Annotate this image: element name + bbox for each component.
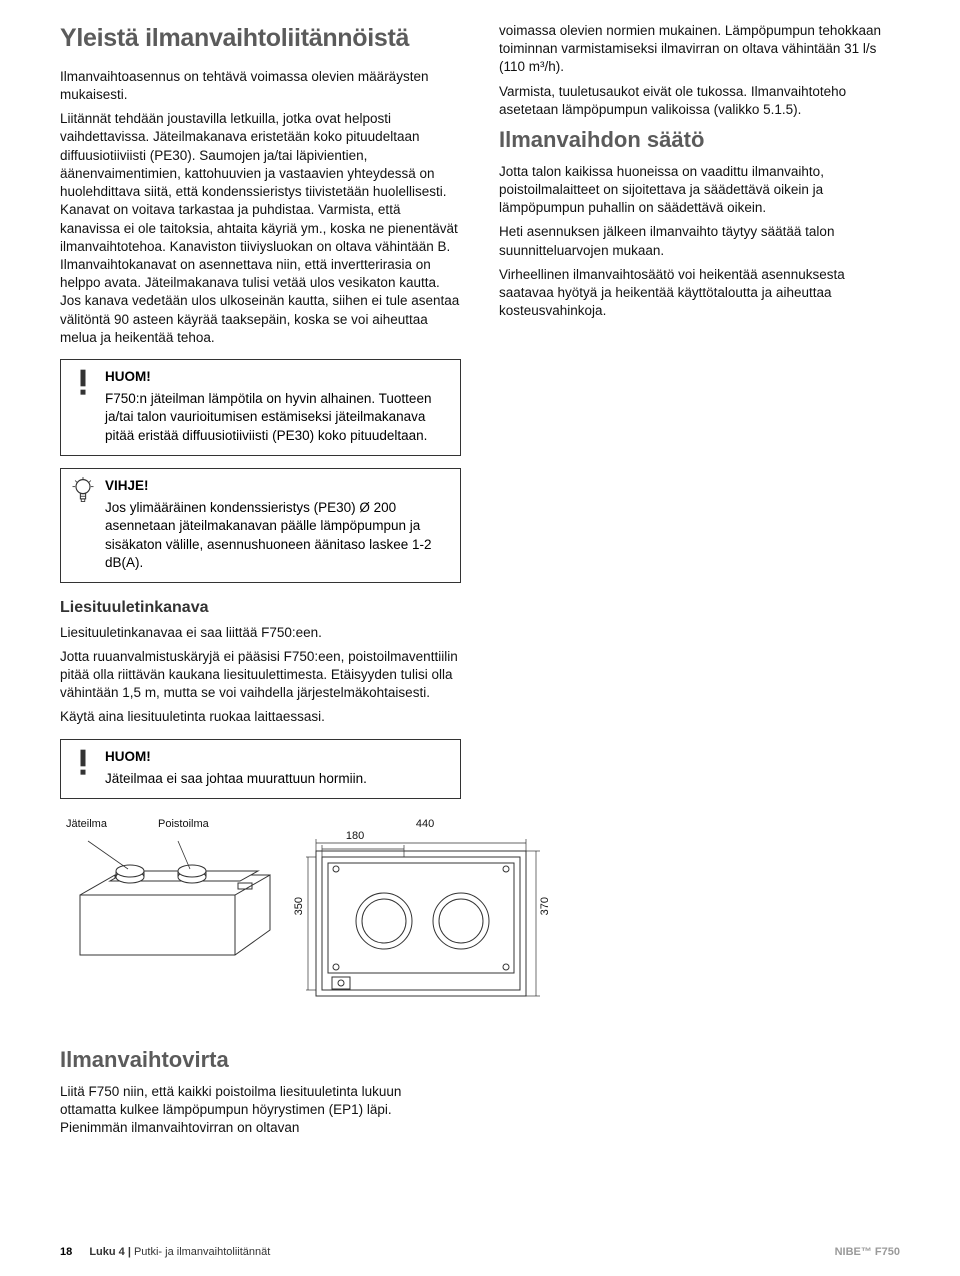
exclamation-icon [61,360,105,455]
right-paragraph-1: voimassa olevien normien mukainen. Lämpö… [499,22,900,77]
liesi-paragraph-2: Jotta ruuanvalmistuskäryjä ei pääsisi F7… [60,648,461,703]
right-paragraph-3: Jotta talon kaikissa huoneissa on vaadit… [499,163,900,218]
flow-paragraph: Liitä F750 niin, että kaikki poistoilma … [60,1083,461,1138]
right-paragraph-2: Varmista, tuuletusaukot eivät ole tukoss… [499,83,900,119]
chapter-prefix: Luku 4 | [89,1246,131,1258]
label-poistoilma: Poistoilma [158,817,209,832]
dim-440: 440 [416,817,434,832]
liesi-paragraph-3: Käytä aina liesituuletinta ruokaa laitta… [60,708,461,726]
label-jateilma: Jäteilma [66,817,107,832]
exclamation-icon [61,740,105,798]
heading-saato: Ilmanvaihdon säätö [499,125,900,155]
top-view-svg [306,839,546,1009]
intro-paragraph-1: Ilmanvaihtoasennus on tehtävä voimassa o… [60,68,461,104]
page-number: 18 [60,1246,72,1258]
heading-main: Yleistä ilmanvaihtoliitännöistä [60,22,461,56]
left-column: Yleistä ilmanvaihtoliitännöistä Ilmanvai… [60,22,461,1143]
intro-paragraph-2: Liitännät tehdään joustavilla letkuilla,… [60,110,461,347]
note-content: HUOM! F750:n jäteilman lämpötila on hyvi… [105,360,460,455]
two-column-layout: Yleistä ilmanvaihtoliitännöistä Ilmanvai… [60,22,900,1143]
note-text: F750:n jäteilman lämpötila on hyvin alha… [105,390,448,445]
diagram-row: Jäteilma Poistoilma [60,817,461,1017]
tip-box: VIHJE! Jos ylimääräinen kondenssieristys… [60,468,461,583]
note-box-huom-1: HUOM! F750:n jäteilman lämpötila on hyvi… [60,359,461,456]
page-footer: 18 Luku 4 | Putki- ja ilmanvaihtoliitänn… [0,1245,960,1260]
dim-350: 350 [292,897,307,915]
isometric-svg [60,835,310,985]
diagram-unit-top-view: 440 180 350 370 [276,817,461,1017]
right-column: voimassa olevien normien mukainen. Lämpö… [499,22,900,1143]
note-content: HUOM! Jäteilmaa ei saa johtaa muurattuun… [105,740,460,798]
note-text: Jäteilmaa ei saa johtaa muurattuun hormi… [105,770,448,788]
note-title: HUOM! [105,748,448,766]
page: Yleistä ilmanvaihtoliitännöistä Ilmanvai… [0,0,960,1276]
tip-content: VIHJE! Jos ylimääräinen kondenssieristys… [105,469,460,582]
lightbulb-icon [61,469,105,582]
heading-liesituuletin: Liesituuletinkanava [60,597,461,619]
tip-title: VIHJE! [105,477,448,495]
footer-left: 18 Luku 4 | Putki- ja ilmanvaihtoliitänn… [60,1245,270,1260]
tip-text: Jos ylimääräinen kondenssieristys (PE30)… [105,499,448,572]
diagram-unit-isometric: Jäteilma Poistoilma [60,817,226,987]
footer-brand: NIBE™ F750 [835,1245,900,1260]
right-paragraph-4: Heti asennuksen jälkeen ilmanvaihto täyt… [499,223,900,259]
note-box-huom-2: HUOM! Jäteilmaa ei saa johtaa muurattuun… [60,739,461,799]
chapter-title: Putki- ja ilmanvaihtoliitännät [134,1246,270,1258]
liesi-paragraph-1: Liesituuletinkanavaa ei saa liittää F750… [60,624,461,642]
heading-ilmanvaihtovirta: Ilmanvaihtovirta [60,1045,461,1075]
right-paragraph-5: Virheellinen ilmanvaihtosäätö voi heiken… [499,266,900,321]
note-title: HUOM! [105,368,448,386]
